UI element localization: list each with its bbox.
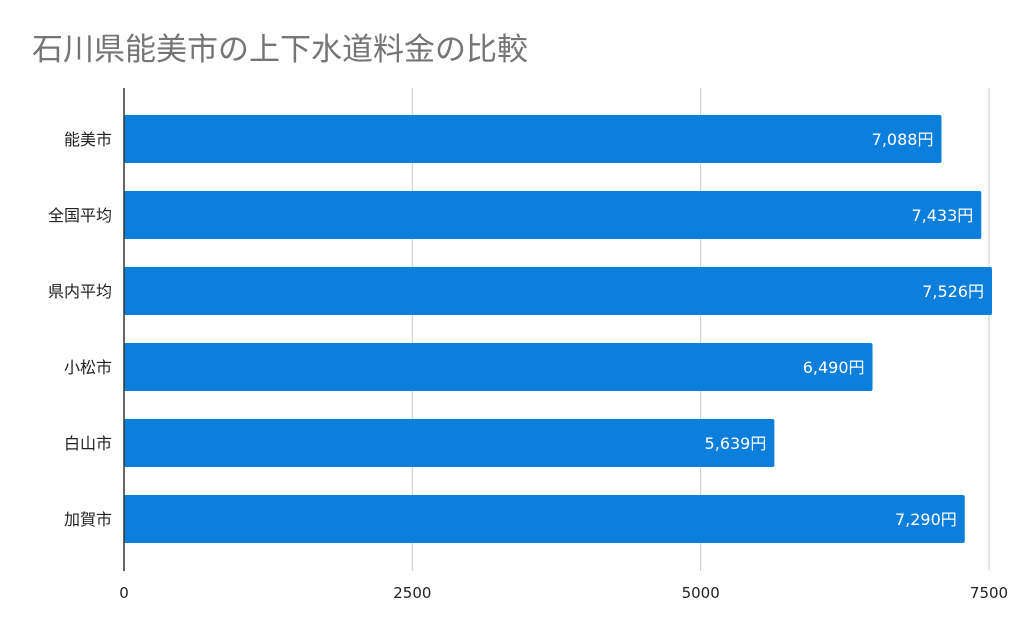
value-label: 7,290円 [895,510,957,529]
value-label: 7,088円 [872,130,934,149]
category-label: 加賀市 [64,510,112,529]
category-label: 県内平均 [48,282,112,301]
x-tick-label: 5000 [682,584,720,602]
chart-title: 石川県能美市の上下水道料金の比較 [32,32,528,68]
category-label: 能美市 [64,130,112,149]
bar [124,191,982,239]
bar [124,267,992,315]
bar [124,495,965,543]
x-tick-labels: 0 2500 5000 7500 [119,584,1008,602]
x-tick-label: 7500 [970,584,1008,602]
bars: 7,088円 7,433円 7,526円 6,490円 5,639円 7,290円 [124,115,992,543]
value-label: 7,526円 [922,282,984,301]
category-label: 全国平均 [48,206,112,225]
value-label: 6,490円 [803,358,865,377]
x-tick-label: 0 [119,584,129,602]
bar [124,115,942,163]
category-label: 小松市 [64,358,112,377]
bar [124,419,775,467]
value-label: 5,639円 [705,434,767,453]
gridlines [411,88,990,571]
bar [124,343,873,391]
value-label: 7,433円 [911,206,973,225]
x-tick-label: 2500 [393,584,431,602]
category-label: 白山市 [64,434,112,453]
